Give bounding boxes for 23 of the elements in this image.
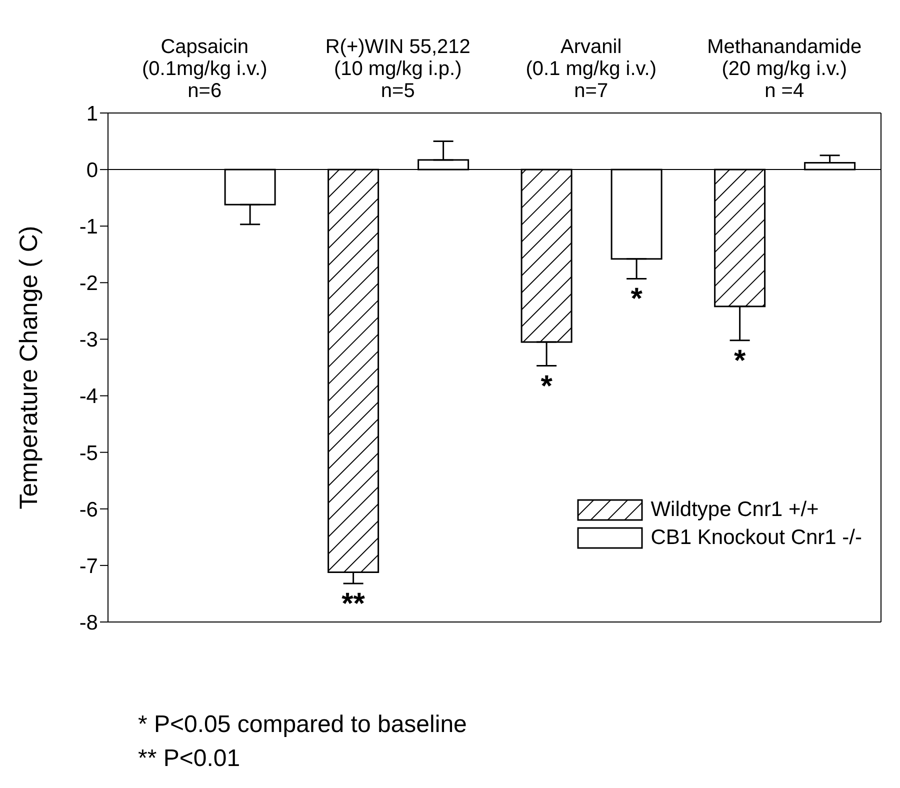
text: * P<0.05 compared to baseline xyxy=(138,710,468,740)
y-tick-label: 1 xyxy=(86,102,98,126)
y-tick-label: -7 xyxy=(79,554,98,578)
data-label: * xyxy=(630,282,643,316)
y-axis-title: Temperature Change ( C) xyxy=(14,226,43,510)
y-tick-label: -8 xyxy=(79,611,98,634)
legend-label: CB1 Knockout Cnr1 -/- xyxy=(650,526,862,550)
y-tick-label: 0 xyxy=(86,159,98,182)
x-tick-label: Capsaicin (0.1mg/kg i.v.) n=6 xyxy=(142,36,268,102)
x-tick-label: R(+)WIN 55,212 (10 mg/kg i.p.) n=5 xyxy=(325,36,470,102)
y-tick-label: -3 xyxy=(79,328,98,352)
x-tick-label: Methanandamide (20 mg/kg i.v.) n =4 xyxy=(707,36,862,102)
y-tick-label: -2 xyxy=(79,272,98,296)
data-label: ** xyxy=(342,588,366,621)
y-tick-label: -4 xyxy=(79,385,98,408)
y-tick-label: -5 xyxy=(79,442,98,465)
y-tick-label: -6 xyxy=(79,498,98,522)
legend-label: Wildtype Cnr1 +/+ xyxy=(650,498,819,522)
text: ** P<0.01 xyxy=(138,744,242,774)
data-label: * xyxy=(734,344,746,378)
x-tick-label: Arvanil (0.1 mg/kg i.v.) n=7 xyxy=(526,36,657,102)
data-label: * xyxy=(540,370,553,403)
y-tick-label: -1 xyxy=(79,216,98,239)
